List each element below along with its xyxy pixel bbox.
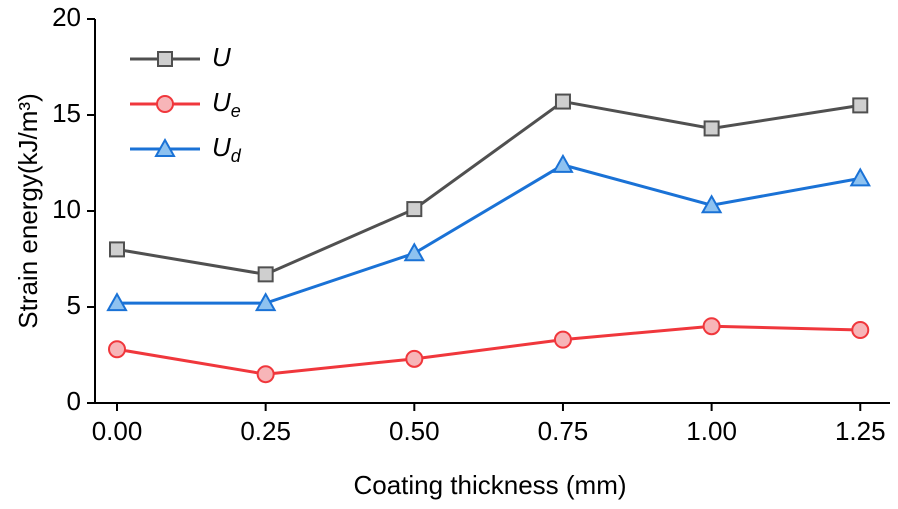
y-tick-label: 10: [52, 194, 81, 224]
marker: [156, 95, 174, 113]
marker: [109, 241, 126, 258]
marker: [254, 292, 277, 312]
x-tick-label: 0.50: [389, 416, 440, 446]
x-axis-label: Coating thickness (mm): [353, 470, 626, 500]
x-tick-label: 0.75: [538, 416, 589, 446]
marker: [257, 266, 274, 283]
marker: [702, 317, 721, 336]
y-axis-label: Strain energy(kJ/m³): [13, 93, 43, 329]
x-tick-label: 0.00: [92, 416, 143, 446]
marker: [849, 167, 871, 187]
marker: [405, 349, 424, 368]
y-tick-label: 15: [52, 98, 81, 128]
legend-label: Ud: [212, 132, 242, 166]
marker: [108, 340, 127, 359]
marker: [406, 201, 423, 218]
y-tick-label: 5: [67, 290, 81, 320]
y-tick-label: 20: [52, 2, 81, 32]
series-line: [116, 324, 861, 376]
marker: [852, 97, 869, 114]
x-tick-label: 0.25: [240, 416, 291, 446]
x-tick-label: 1.25: [835, 416, 886, 446]
marker: [553, 330, 572, 349]
marker: [552, 153, 574, 173]
marker: [851, 321, 870, 340]
marker: [703, 120, 720, 137]
y-tick-label: 0: [67, 386, 81, 416]
marker: [256, 365, 275, 384]
legend-label: Ue: [212, 87, 241, 121]
x-tick-label: 1.00: [686, 416, 737, 446]
marker: [554, 93, 571, 110]
series-line: [117, 163, 861, 305]
marker: [154, 137, 176, 157]
marker: [700, 194, 723, 214]
marker: [403, 242, 426, 262]
series-line: [116, 99, 861, 276]
marker: [106, 292, 128, 312]
marker: [157, 51, 173, 67]
legend-label: U: [212, 42, 231, 72]
